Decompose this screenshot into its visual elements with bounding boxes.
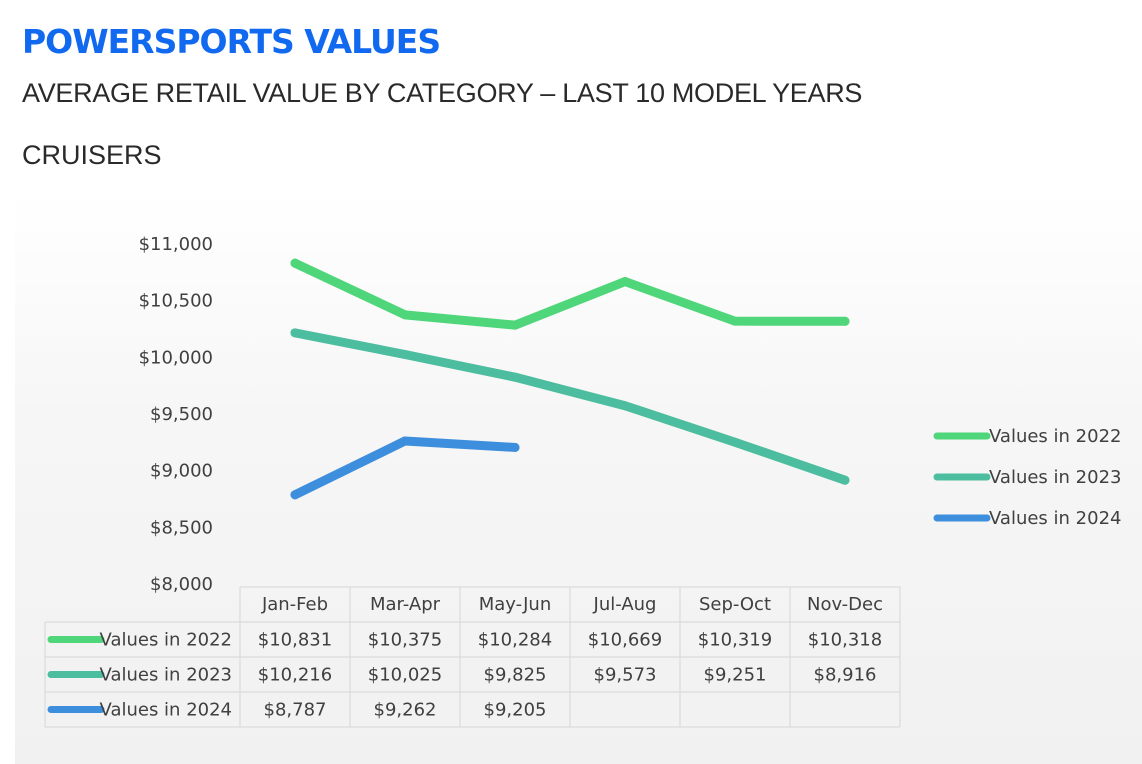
- y-tick-label: $9,000: [150, 461, 213, 482]
- table-value-cell: $9,205: [484, 700, 547, 721]
- data-point: [400, 310, 410, 320]
- page-title: POWERSPORTS VALUES: [22, 22, 441, 61]
- data-point: [400, 436, 410, 446]
- table-value-cell: $10,216: [258, 665, 332, 686]
- legend-label: Values in 2024: [989, 508, 1121, 529]
- y-tick-label: $10,000: [139, 347, 213, 368]
- legend-label: Values in 2022: [989, 426, 1121, 447]
- line-chart: $8,000 $8,500 $9,000 $9,500 $10,000 $10,500 $1…: [44, 234, 1121, 728]
- table-value-cell: $9,573: [594, 665, 657, 686]
- data-point: [840, 316, 850, 326]
- x-category-label: May-Jun: [479, 594, 552, 615]
- data-point: [620, 277, 630, 287]
- series-line: [290, 436, 520, 500]
- data-point: [290, 328, 300, 338]
- table-value-cell: $10,375: [368, 630, 442, 651]
- series-line: [290, 258, 850, 330]
- data-point: [620, 401, 630, 411]
- category-label: CRUISERS: [22, 140, 162, 170]
- legend-label: Values in 2023: [989, 467, 1121, 488]
- table-value-cell: $10,831: [258, 630, 332, 651]
- x-category-label: Jul-Aug: [593, 594, 657, 615]
- table-series-label: Values in 2024: [100, 700, 232, 721]
- y-tick-label: $8,500: [150, 517, 213, 538]
- table-value-cell: $10,669: [588, 630, 662, 651]
- data-point: [290, 490, 300, 500]
- data-point: [400, 350, 410, 359]
- data-point: [290, 258, 300, 268]
- data-point: [510, 320, 520, 330]
- table-value-cell: $10,284: [478, 630, 552, 651]
- x-category-label: Jan-Feb: [261, 594, 328, 615]
- data-point: [510, 442, 520, 452]
- table-value-cell: $9,251: [704, 665, 767, 686]
- x-category-label: Mar-Apr: [370, 594, 441, 615]
- table-value-cell: $10,319: [698, 630, 772, 651]
- page-subtitle: AVERAGE RETAIL VALUE BY CATEGORY – LAST …: [22, 78, 863, 108]
- x-category-label: Sep-Oct: [699, 594, 771, 615]
- chart-area: $8,000 $8,500 $9,000 $9,500 $10,000 $10,500 $1…: [15, 192, 1142, 764]
- data-point: [840, 475, 850, 485]
- data-point: [730, 316, 740, 326]
- table-value-cell: $8,787: [264, 700, 327, 721]
- y-tick-label: $11,000: [139, 234, 213, 255]
- data-point: [510, 372, 520, 382]
- y-tick-label: $9,500: [150, 404, 213, 425]
- table-value-cell: $9,825: [484, 665, 547, 686]
- table-value-cell: $8,916: [814, 665, 877, 686]
- table-series-label: Values in 2023: [100, 665, 232, 686]
- series-line: [290, 328, 850, 485]
- y-tick-label: $8,000: [150, 574, 213, 595]
- x-category-label: Nov-Dec: [807, 594, 883, 615]
- y-tick-label: $10,500: [139, 291, 213, 312]
- table-value-cell: $10,318: [808, 630, 882, 651]
- table-series-label: Values in 2022: [100, 630, 232, 651]
- table-value-cell: $10,025: [368, 665, 442, 686]
- data-point: [730, 437, 740, 447]
- table-value-cell: $9,262: [374, 700, 437, 721]
